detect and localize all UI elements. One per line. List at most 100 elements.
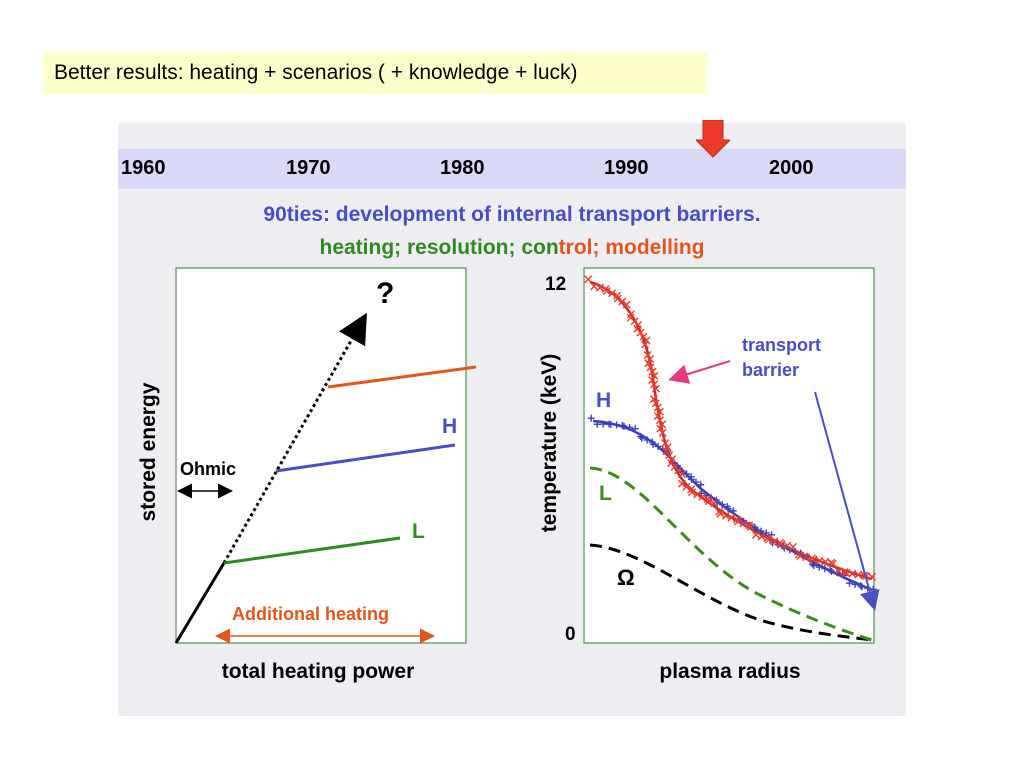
itb-data-markers: [584, 275, 876, 581]
itb-data-marker: [643, 350, 652, 359]
itb-data-marker: [650, 380, 659, 389]
y-tick-12: 12: [545, 274, 566, 295]
left-h-label: H: [442, 415, 457, 438]
itb-data-marker: [640, 340, 649, 349]
itb-data-marker: [764, 535, 773, 544]
itb-data-marker: [693, 490, 702, 499]
itb-data-marker: [584, 275, 593, 284]
itb-data-marker: [677, 479, 686, 488]
timeline-band: [118, 149, 906, 189]
left-y-axis-label: stored energy: [137, 382, 160, 521]
headline-topics: heating; resolution; control; modelling: [118, 236, 906, 260]
year-1960: 1960: [121, 157, 166, 179]
itb-data-marker: [626, 313, 635, 322]
itb-data-marker: [661, 439, 670, 448]
itb-data-marker: [783, 541, 792, 550]
itb-data-marker: [648, 376, 657, 385]
itb-data-marker: [752, 530, 760, 539]
itb-data-marker: [721, 511, 730, 520]
timeline-marker-arrow-icon: [696, 120, 730, 158]
itb-data-marker: [655, 407, 664, 416]
itb-data-marker: [658, 420, 667, 429]
itb-data-marker: [789, 542, 797, 551]
transport-barrier-label-line2: barrier: [742, 360, 799, 380]
itb-data-marker: [590, 282, 599, 291]
edge-pointer-arrow: [814, 391, 880, 611]
ohmic-profile-curve: [589, 543, 873, 642]
itb-data-marker: [653, 403, 662, 412]
itb-data-marker: [802, 553, 811, 562]
itb-data-marker: [662, 447, 671, 456]
itb-data-marker: [704, 497, 713, 506]
itb-data-marker: [757, 532, 766, 541]
right-chart: 12 0 temperature (keV) plasma radius H L…: [538, 267, 880, 683]
itb-data-marker: [734, 517, 743, 526]
itb-data-marker: [651, 399, 660, 408]
itb-data-marker: [868, 572, 876, 581]
itb-data-marker: [670, 462, 679, 471]
year-2000: 2000: [769, 157, 814, 179]
year-1970: 1970: [286, 157, 331, 179]
right-chart-frame: [583, 267, 875, 644]
trend-dotted-arrow: [222, 312, 367, 564]
itb-data-marker: [633, 324, 642, 333]
itb-data-marker: [655, 416, 664, 425]
itb-data-marker: [646, 355, 655, 364]
itb-data-marker: [618, 297, 627, 306]
y-tick-0: 0: [565, 624, 576, 645]
barrier-pointer-arrow: [668, 360, 731, 384]
right-h-label: H: [596, 389, 611, 412]
itb-data-marker: [716, 509, 725, 518]
itb-data-marker: [595, 283, 604, 292]
headline-topics-part-1: heating; resolution; con: [319, 236, 559, 259]
headline-itb: 90ties: development of internal transpor…: [263, 203, 761, 226]
question-mark: ?: [376, 277, 394, 310]
right-x-axis-label: plasma radius: [659, 660, 800, 683]
l-mode-profile-curve: [589, 466, 873, 642]
right-l-label: L: [599, 482, 612, 505]
itb-data-marker: [613, 291, 622, 300]
right-y-axis-label: temperature (keV): [538, 354, 561, 533]
itb-data-marker: [652, 384, 660, 393]
itb-data-marker: [658, 428, 667, 437]
itb-data-marker: [860, 571, 869, 580]
itb-data-marker: [709, 499, 718, 508]
itb-data-marker: [648, 367, 657, 376]
itb-data-marker: [602, 287, 611, 296]
h-mode-line: [275, 443, 456, 473]
itb-data-marker: [656, 424, 665, 433]
itb-data-marker: [703, 494, 712, 503]
itb-data-marker: [828, 559, 837, 568]
itb-data-marker: [746, 522, 755, 531]
itb-data-marker: [667, 459, 676, 468]
left-chart: ? H L Ohmic Additional heating total hea…: [137, 267, 477, 683]
itb-data-marker: [698, 492, 707, 501]
itb-data-marker: [777, 540, 786, 549]
itb-data-marker: [688, 488, 696, 497]
itb-data-marker: [678, 470, 687, 479]
headline-topics-part-3: delling: [636, 236, 705, 259]
omega-label: Ω: [617, 565, 635, 590]
itb-data-marker: [682, 482, 691, 491]
itb-data-marker: [653, 412, 662, 420]
itb-data-marker: [796, 551, 805, 560]
itb-data-marker: [608, 289, 617, 298]
itb-data-marker: [770, 537, 779, 546]
itb-data-marker: [644, 359, 653, 368]
itb-data-marker: [622, 300, 631, 309]
left-l-label: L: [412, 520, 425, 543]
ohmic-line: [174, 562, 226, 644]
itb-data-marker: [639, 332, 648, 341]
itb-data-marker: [646, 363, 655, 372]
itb-data-marker: [649, 395, 658, 404]
year-1980: 1980: [440, 157, 485, 179]
itb-data-marker: [727, 513, 736, 522]
itb-data-marker: [739, 519, 748, 528]
slide-title: Better results: heating + scenarios ( + …: [43, 52, 707, 94]
itb-data-marker: [630, 317, 639, 326]
itb-data-marker: [650, 371, 659, 380]
itb-data-marker: [613, 294, 622, 303]
l-mode-line: [223, 536, 401, 565]
itb-line: [327, 365, 477, 389]
